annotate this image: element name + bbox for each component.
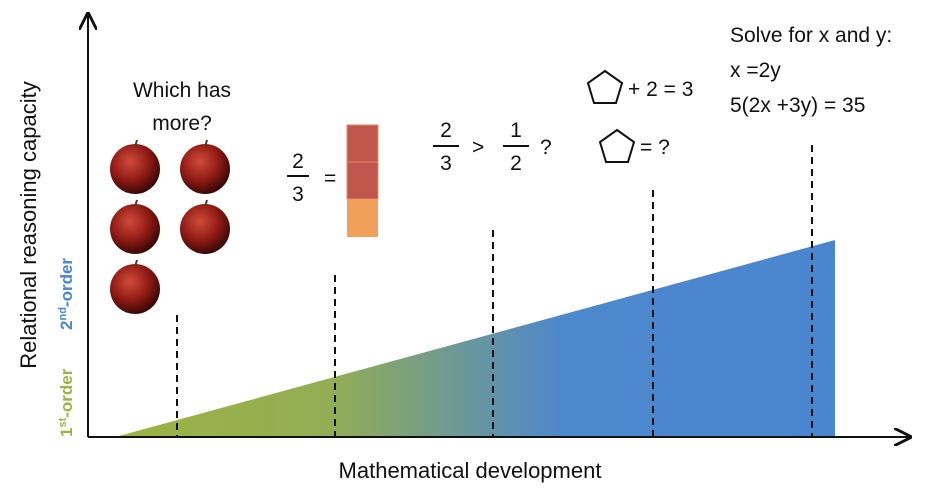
apples (110, 139, 230, 314)
stage-text: + 2 = 3 (628, 78, 693, 101)
stage-text: Which has (133, 79, 231, 102)
stage-text: Solve for x and y: (730, 24, 892, 47)
y-axis-label: Relational reasoning capacity (16, 81, 41, 368)
second-order-label: 2nd-order (57, 258, 76, 330)
first-order-label: 1st-order (57, 368, 76, 437)
pentagon (598, 128, 636, 163)
stage-text: 5(2x +3y) = 35 (730, 94, 865, 117)
denominator: 3 (440, 152, 452, 175)
numerator: 2 (440, 119, 452, 142)
operator: > (472, 136, 484, 159)
x-axis-label: Mathematical development (339, 458, 602, 483)
fraction-bar-model (346, 124, 379, 237)
operator: = (324, 167, 336, 190)
denominator: 3 (292, 183, 304, 206)
numerator: 1 (510, 119, 522, 142)
stage-text: more? (152, 112, 212, 135)
pentagon (586, 69, 624, 104)
stage-text: = ? (640, 136, 670, 159)
capacity-wedge (115, 240, 835, 437)
numerator: 2 (292, 150, 304, 173)
stage-text: x =2y (730, 59, 781, 82)
denominator: 2 (510, 152, 522, 175)
question-mark: ? (540, 136, 552, 159)
stage-lines (176, 145, 813, 437)
